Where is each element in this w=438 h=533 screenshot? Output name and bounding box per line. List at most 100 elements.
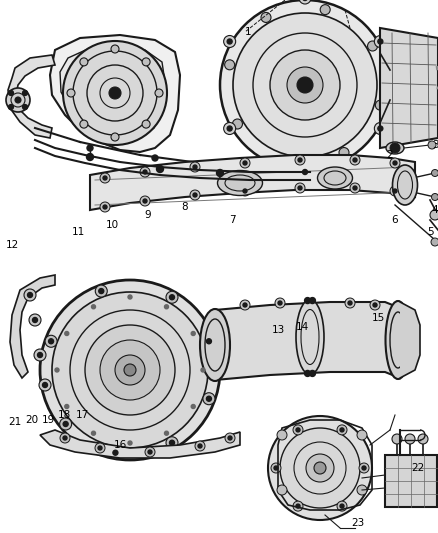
Circle shape [314, 462, 326, 474]
Circle shape [128, 441, 132, 445]
Circle shape [243, 303, 247, 307]
Text: 8: 8 [182, 202, 188, 212]
Ellipse shape [386, 142, 404, 154]
Polygon shape [8, 55, 55, 138]
Circle shape [393, 189, 397, 193]
Circle shape [431, 238, 438, 246]
Circle shape [431, 193, 438, 200]
Circle shape [39, 379, 51, 391]
Circle shape [86, 154, 93, 160]
Circle shape [280, 428, 360, 508]
Ellipse shape [385, 301, 410, 379]
Circle shape [295, 155, 305, 165]
Circle shape [80, 58, 88, 66]
Circle shape [297, 77, 313, 93]
Circle shape [320, 5, 330, 15]
Text: 19: 19 [41, 415, 55, 425]
Circle shape [170, 295, 174, 300]
Circle shape [148, 450, 152, 454]
Circle shape [359, 463, 369, 473]
Circle shape [309, 370, 315, 376]
Text: 17: 17 [75, 410, 88, 420]
Circle shape [124, 364, 136, 376]
Circle shape [42, 383, 47, 387]
Circle shape [191, 332, 195, 335]
Ellipse shape [218, 171, 262, 196]
Circle shape [240, 186, 250, 196]
Circle shape [299, 166, 311, 178]
Polygon shape [10, 275, 55, 378]
Text: 1: 1 [245, 27, 251, 37]
Polygon shape [60, 45, 165, 141]
Circle shape [378, 126, 383, 131]
Text: 15: 15 [371, 313, 385, 323]
Circle shape [261, 12, 271, 22]
Circle shape [357, 430, 367, 440]
Circle shape [374, 123, 386, 134]
Circle shape [98, 446, 102, 450]
Circle shape [224, 36, 236, 47]
Circle shape [350, 183, 360, 193]
Circle shape [337, 501, 347, 511]
Circle shape [348, 301, 352, 305]
Circle shape [357, 485, 367, 495]
Circle shape [216, 169, 223, 176]
Circle shape [233, 119, 243, 129]
Circle shape [63, 41, 167, 145]
Circle shape [195, 441, 205, 451]
Circle shape [63, 436, 67, 440]
Text: 11: 11 [71, 227, 85, 237]
Circle shape [198, 444, 202, 448]
Circle shape [52, 292, 208, 448]
Circle shape [23, 104, 28, 110]
Circle shape [155, 89, 163, 97]
Circle shape [390, 186, 400, 196]
Text: 18: 18 [57, 410, 71, 420]
Circle shape [24, 289, 36, 301]
Circle shape [227, 39, 232, 44]
Circle shape [92, 305, 95, 309]
Circle shape [165, 305, 169, 309]
Circle shape [306, 454, 334, 482]
Circle shape [190, 190, 200, 200]
Circle shape [166, 437, 178, 449]
Circle shape [34, 349, 46, 361]
Circle shape [303, 169, 307, 174]
Circle shape [45, 335, 57, 348]
Ellipse shape [200, 309, 230, 381]
Circle shape [111, 45, 119, 53]
Circle shape [109, 87, 121, 99]
Ellipse shape [392, 165, 417, 205]
Circle shape [85, 325, 175, 415]
Polygon shape [50, 35, 180, 152]
Circle shape [340, 504, 344, 508]
Circle shape [270, 50, 340, 120]
Circle shape [67, 89, 75, 97]
Circle shape [375, 100, 385, 110]
Circle shape [110, 447, 121, 459]
Text: 13: 13 [272, 325, 285, 335]
Circle shape [243, 189, 247, 193]
Circle shape [65, 405, 69, 408]
Circle shape [8, 104, 14, 110]
Circle shape [370, 300, 380, 310]
Circle shape [277, 430, 287, 440]
Polygon shape [215, 302, 400, 380]
Circle shape [243, 161, 247, 165]
Text: 20: 20 [25, 415, 39, 425]
Circle shape [277, 485, 287, 495]
Circle shape [49, 339, 53, 344]
Circle shape [304, 370, 311, 376]
Circle shape [203, 393, 215, 405]
Circle shape [353, 186, 357, 190]
Circle shape [298, 186, 302, 190]
Text: 12: 12 [5, 240, 19, 250]
Circle shape [143, 170, 147, 174]
Circle shape [140, 196, 150, 206]
Text: 23: 23 [351, 518, 364, 528]
Circle shape [143, 199, 147, 203]
Circle shape [113, 450, 118, 455]
Circle shape [271, 463, 281, 473]
Ellipse shape [318, 167, 353, 189]
Circle shape [278, 301, 282, 305]
